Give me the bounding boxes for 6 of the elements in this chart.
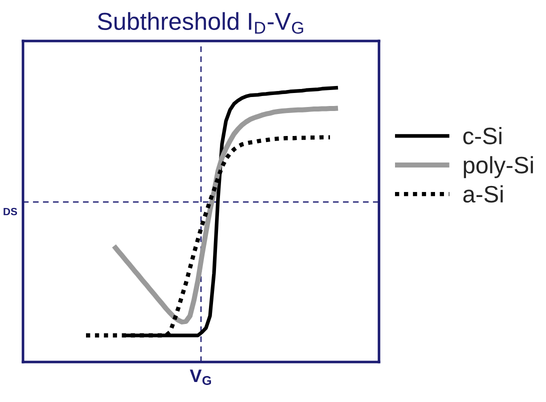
legend-label: a-Si xyxy=(463,185,503,203)
chart-title: Subthreshold I$_{D}$-V$_{G}$ xyxy=(98,12,304,34)
legend-label: c-Si xyxy=(463,127,502,144)
x-axis-title: V$_{G}$ xyxy=(190,370,211,385)
legend-label: poly-Si xyxy=(464,156,533,178)
ref-line-label: DS xyxy=(4,208,18,216)
